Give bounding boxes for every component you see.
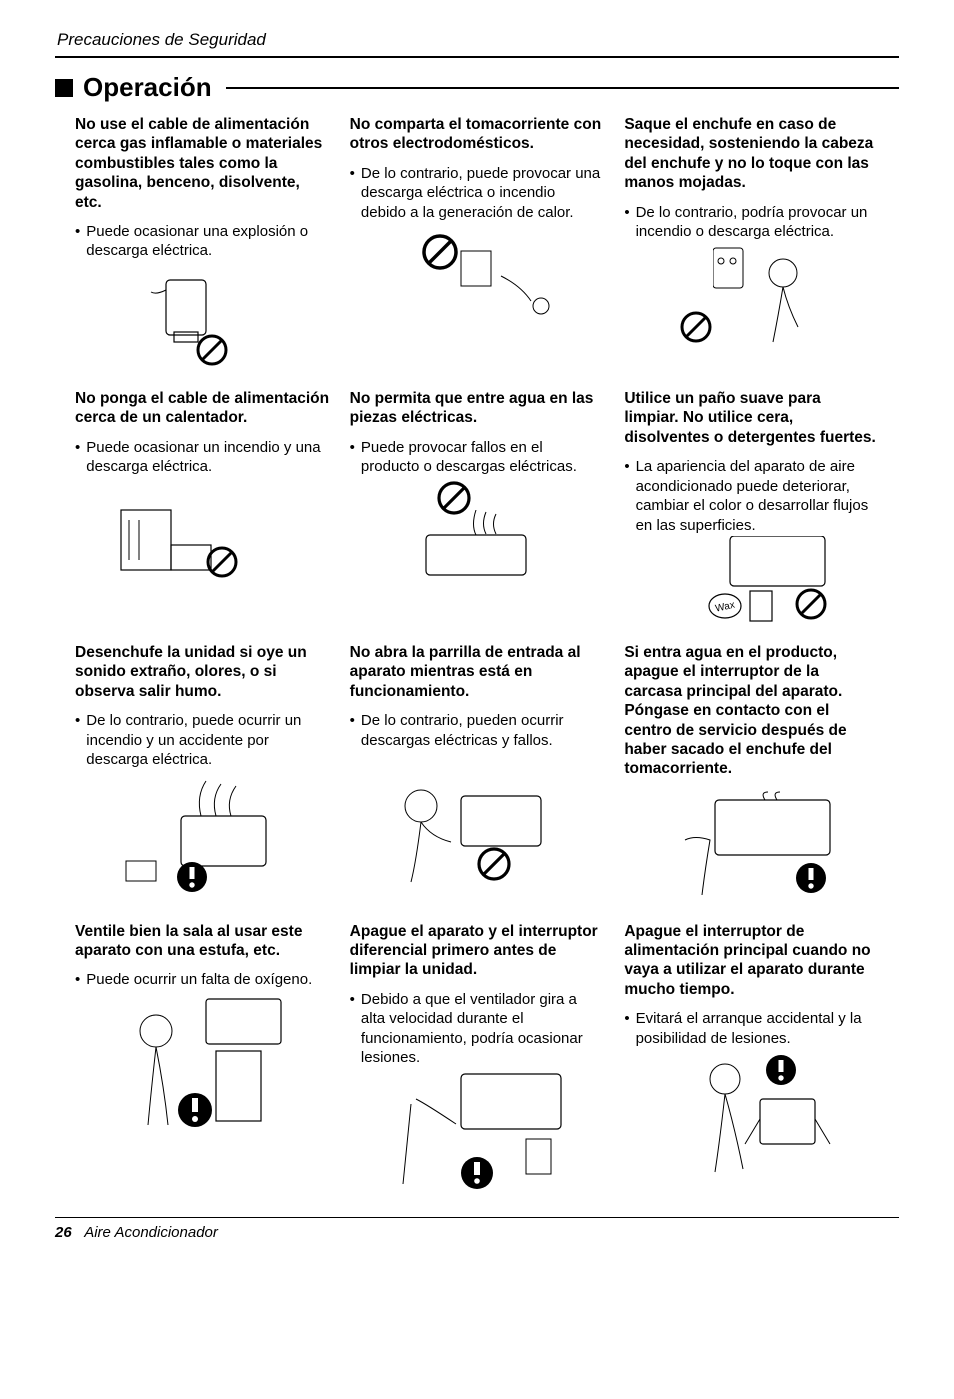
- safety-item: Apague el aparato y el interruptor difer…: [350, 922, 605, 1193]
- safety-item-bullet: •De lo contrario, podría provocar un inc…: [624, 203, 879, 242]
- page-title: Aire Acondicionador: [84, 1224, 218, 1241]
- illustration-area: Wax: [624, 535, 879, 625]
- safety-item-bullet: •De lo contrario, puede provocar una des…: [350, 164, 605, 223]
- bullet-text: De lo contrario, podría provocar un ince…: [636, 203, 879, 242]
- safety-item-title: No abra la parrilla de entrada al aparat…: [350, 643, 605, 701]
- safety-item: Si entra agua en el producto, apague el …: [624, 643, 879, 904]
- safety-item: No use el cable de alimentación cerca ga…: [75, 115, 330, 371]
- safety-item-bullet: •Evitará el arranque accidental y la pos…: [624, 1009, 879, 1048]
- safety-item-bullet: •Puede provocar fallos en el producto o …: [350, 438, 605, 477]
- bullet-text: La apariencia del aparato de aire acondi…: [636, 457, 879, 535]
- illustration-area: [75, 770, 330, 895]
- bullet-text: Puede ocasionar una explosión o descarga…: [86, 222, 329, 261]
- illustration-sketch: Wax: [704, 535, 834, 625]
- illustration-sketch: [405, 509, 545, 584]
- bullet-text: Debido a que el ventilador gira a alta v…: [361, 990, 604, 1068]
- safety-item: Utilice un paño suave para limpiar. No u…: [624, 389, 879, 625]
- safety-item-title: No use el cable de alimentación cerca ga…: [75, 115, 330, 212]
- safety-item: Apague el interruptor de alimentación pr…: [624, 922, 879, 1193]
- illustration-sketch: [135, 269, 245, 369]
- safety-item-title: Si entra agua en el producto, apague el …: [624, 643, 879, 779]
- safety-item: Ventile bien la sala al usar este aparat…: [75, 922, 330, 1193]
- safety-item: No abra la parrilla de entrada al aparat…: [350, 643, 605, 904]
- safety-item-title: No ponga el cable de alimentación cerca …: [75, 389, 330, 428]
- illustration-area: [75, 477, 330, 587]
- header-rule: [55, 56, 899, 58]
- bullet-text: Puede provocar fallos en el producto o d…: [361, 438, 604, 477]
- safety-item-bullet: •De lo contrario, pueden ocurrir descarg…: [350, 711, 605, 750]
- illustration-sketch: [115, 990, 285, 1130]
- safety-item-title: Apague el interruptor de alimentación pr…: [624, 922, 879, 1000]
- illustration-sketch: [664, 789, 834, 899]
- page-footer: 26 Aire Acondicionador: [55, 1217, 899, 1241]
- illustration-sketch: [120, 775, 270, 890]
- safety-item: No permita que entre agua en las piezas …: [350, 389, 605, 625]
- illustration-sketch: [385, 1068, 565, 1188]
- bullet-text: De lo contrario, puede ocurrir un incend…: [86, 711, 329, 770]
- illustration-area: [350, 750, 605, 890]
- safety-item-title: Utilice un paño suave para limpiar. No u…: [624, 389, 879, 447]
- illustration-sketch: [110, 489, 230, 584]
- illustration-area: [75, 990, 330, 1135]
- page-number: 26: [55, 1224, 72, 1241]
- bullet-text: De lo contrario, puede provocar una desc…: [361, 164, 604, 223]
- svg-text:Wax: Wax: [715, 600, 736, 615]
- safety-item-title: No comparta el tomacorriente con otros e…: [350, 115, 605, 154]
- safety-item: No comparta el tomacorriente con otros e…: [350, 115, 605, 371]
- illustration-area: [350, 1068, 605, 1193]
- illustration-area: [350, 222, 605, 332]
- illustration-sketch: [385, 765, 545, 885]
- illustration-sketch: [450, 240, 570, 330]
- bullet-text: Puede ocasionar un incendio y una descar…: [86, 438, 329, 477]
- safety-item-title: Saque el enchufe en caso de necesidad, s…: [624, 115, 879, 193]
- section-square-icon: [55, 79, 73, 97]
- section-title: Operación: [83, 72, 212, 103]
- safety-item-bullet: •Puede ocasionar un incendio y una desca…: [75, 438, 330, 477]
- illustration-sketch: [664, 1048, 844, 1178]
- safety-item-bullet: •La apariencia del aparato de aire acond…: [624, 457, 879, 535]
- safety-item-title: Ventile bien la sala al usar este aparat…: [75, 922, 330, 961]
- bullet-text: Evitará el arranque accidental y la posi…: [636, 1009, 879, 1048]
- safety-item-bullet: •Puede ocurrir un falta de oxígeno.: [75, 970, 330, 990]
- prohibit-icon: [679, 310, 713, 344]
- safety-item-bullet: •Puede ocasionar una explosión o descarg…: [75, 222, 330, 261]
- safety-item-title: Desenchufe la unidad si oye un sonido ex…: [75, 643, 330, 701]
- bullet-text: Puede ocurrir un falta de oxígeno.: [86, 970, 312, 990]
- illustration-area: [624, 1048, 879, 1178]
- illustration-area: [624, 789, 879, 904]
- illustration-area: [75, 261, 330, 371]
- safety-item: Desenchufe la unidad si oye un sonido ex…: [75, 643, 330, 904]
- safety-item-title: Apague el aparato y el interruptor difer…: [350, 922, 605, 980]
- breadcrumb: Precauciones de Seguridad: [55, 30, 899, 50]
- section-title-row: Operación: [55, 72, 899, 103]
- safety-item-title: No permita que entre agua en las piezas …: [350, 389, 605, 428]
- illustration-area: [624, 242, 879, 352]
- illustration-area: [350, 477, 605, 587]
- section-rule: [226, 87, 899, 89]
- bullet-text: De lo contrario, pueden ocurrir descarga…: [361, 711, 604, 750]
- safety-item-bullet: •De lo contrario, puede ocurrir un incen…: [75, 711, 330, 770]
- illustration-sketch: [712, 242, 832, 347]
- safety-item: No ponga el cable de alimentación cerca …: [75, 389, 330, 625]
- safety-item-bullet: •Debido a que el ventilador gira a alta …: [350, 990, 605, 1068]
- safety-grid: No use el cable de alimentación cerca ga…: [55, 115, 899, 1193]
- safety-item: Saque el enchufe en caso de necesidad, s…: [624, 115, 879, 371]
